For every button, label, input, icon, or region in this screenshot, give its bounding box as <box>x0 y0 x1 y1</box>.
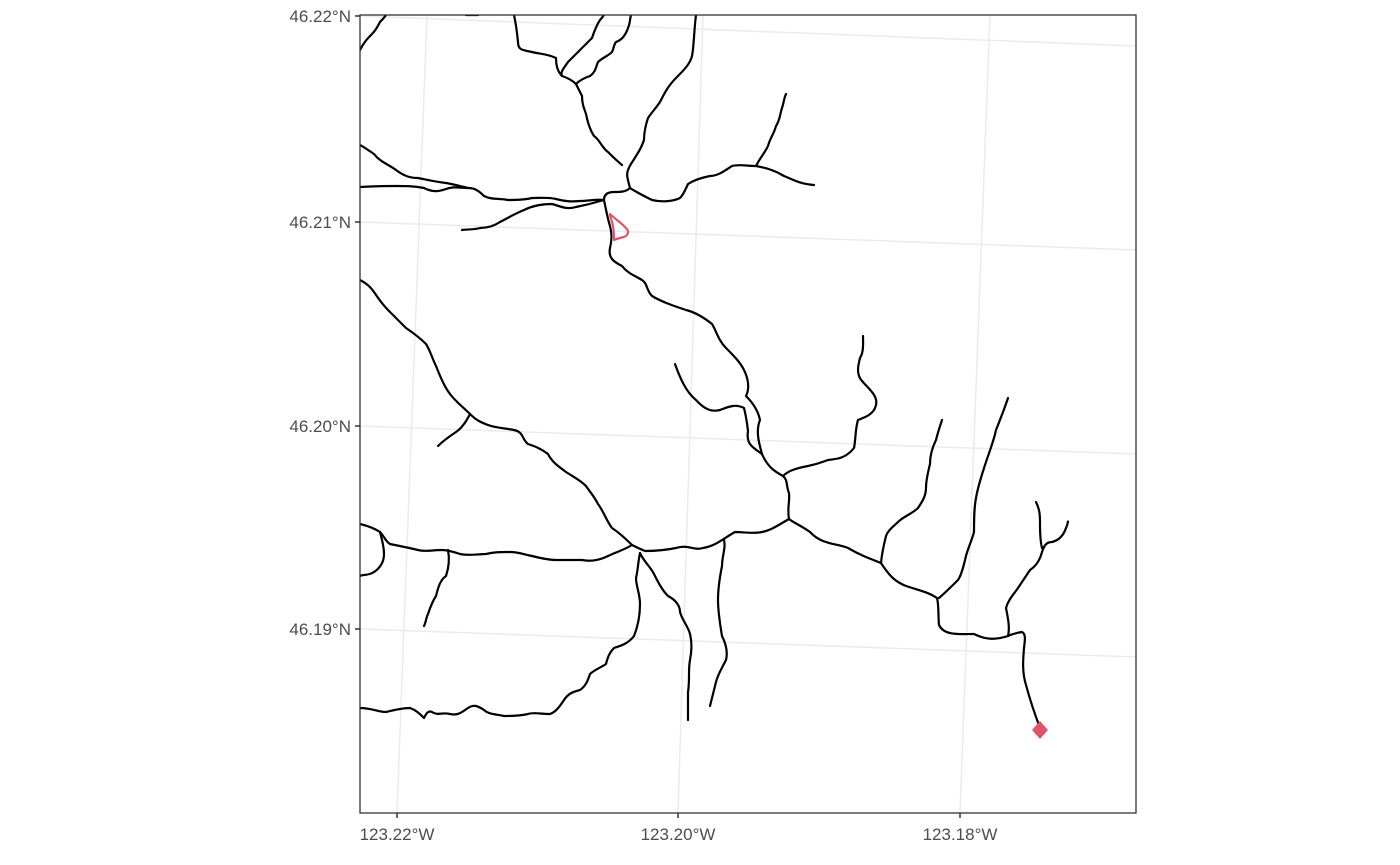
main-stem-lower <box>673 362 1042 730</box>
y-tick-label: 46.21°N <box>289 213 351 232</box>
parallel-46-22 <box>360 15 1136 47</box>
east-tributary-b <box>937 396 1010 600</box>
parallel-46-19 <box>360 628 1136 658</box>
outlet-diamond-icon <box>1032 721 1048 739</box>
lake-outline <box>608 212 630 242</box>
main-stem-middle <box>630 517 791 553</box>
tributary-n-d <box>560 15 606 78</box>
y-tick-label: 46.19°N <box>289 620 351 639</box>
tributary-n-a <box>626 15 698 190</box>
south-channel-b <box>638 551 693 722</box>
stream-network <box>360 15 1070 730</box>
meridian-123-20 <box>677 15 704 813</box>
east-tributary-a <box>879 418 944 565</box>
west-channel-spur <box>436 412 472 448</box>
tributary-nw-c <box>360 143 470 190</box>
meridian-123-18 <box>959 15 991 813</box>
upstream-waterbody <box>608 212 630 242</box>
y-axis: 46.22°N 46.21°N 46.20°N 46.19°N <box>289 7 360 639</box>
tributary-nw-b <box>360 184 606 203</box>
south-channel-a <box>360 551 642 720</box>
x-axis: 123.22°W 123.20°W 123.18°W <box>360 813 998 844</box>
main-stem-upper <box>781 334 878 478</box>
west-channel <box>360 278 634 547</box>
panel-background <box>360 15 1136 813</box>
tributary-nw-a <box>460 198 606 232</box>
x-tick-label: 123.22°W <box>360 825 435 844</box>
tributary-ne-b <box>754 92 788 168</box>
x-tick-label: 123.18°W <box>923 825 998 844</box>
south-channel-c <box>708 538 728 708</box>
southwest-channel-c <box>422 548 450 628</box>
east-tributary-c <box>1004 520 1070 638</box>
x-tick-label: 123.20°W <box>641 825 716 844</box>
map-panel <box>359 14 1137 814</box>
panel-border <box>359 14 1137 814</box>
tributary-n-c <box>574 15 633 86</box>
meridian-123-22 <box>396 15 428 813</box>
tributary-nw-top <box>360 15 388 52</box>
tributary-ne-a <box>628 164 816 203</box>
y-tick-label: 46.22°N <box>289 7 351 26</box>
southwest-channel-a <box>360 522 634 562</box>
southwest-channel-b <box>360 530 386 578</box>
central-channel <box>602 186 764 456</box>
y-tick-label: 46.20°N <box>289 417 351 436</box>
outlet-marker-group <box>1032 721 1048 739</box>
east-tributary-d <box>1034 500 1044 550</box>
